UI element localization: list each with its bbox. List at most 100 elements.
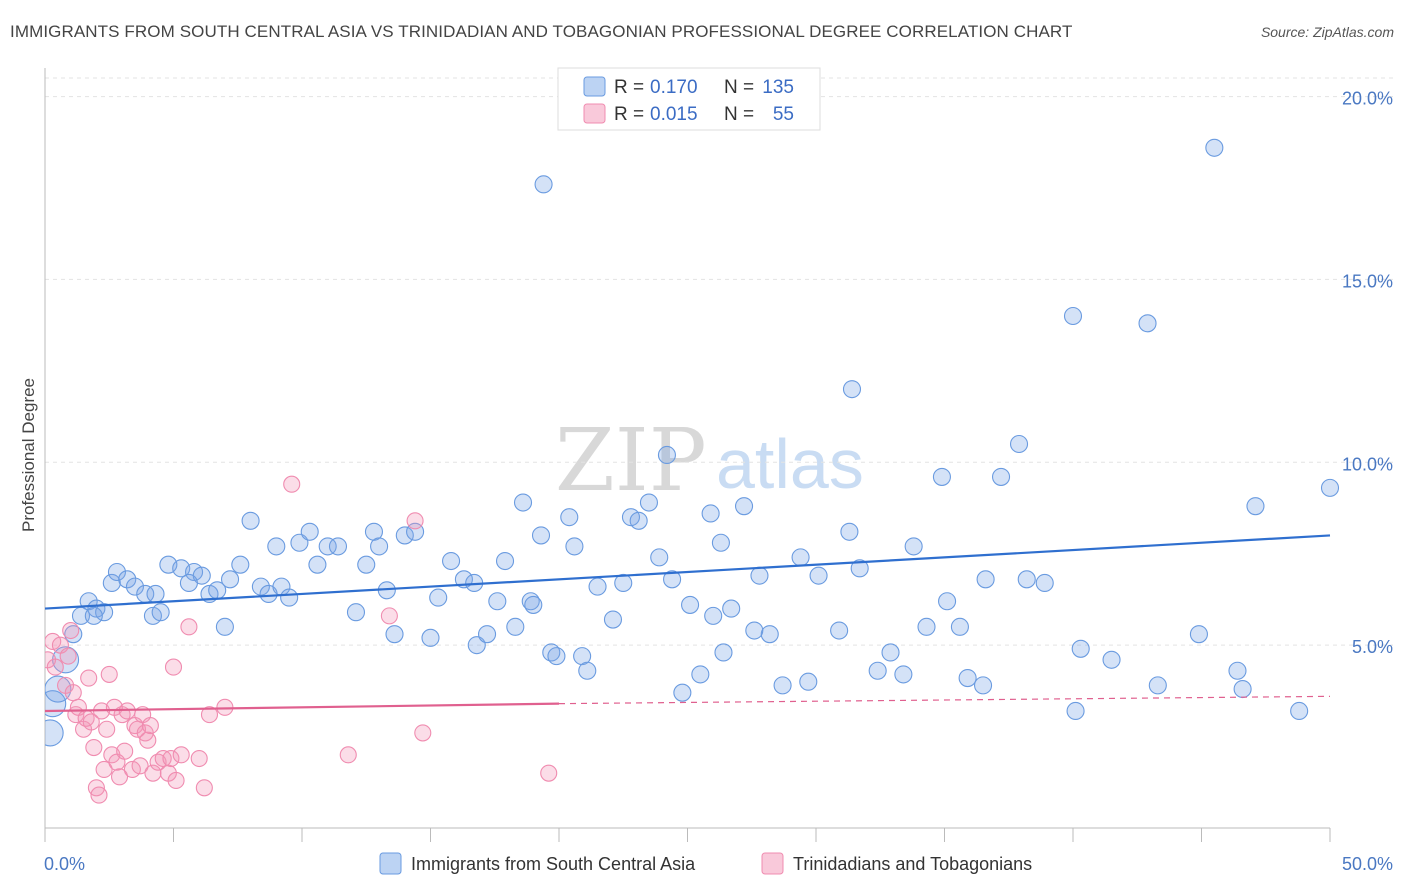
point-immigrants-55 xyxy=(495,551,515,571)
point-immigrants-80 xyxy=(714,643,733,662)
point-trinidadian-47 xyxy=(200,706,219,724)
point-trinidadian-34 xyxy=(139,731,157,749)
point-immigrants-71 xyxy=(629,511,648,530)
point-immigrants-95 xyxy=(904,537,923,556)
point-immigrants-39 xyxy=(346,603,366,622)
point-immigrants-44 xyxy=(385,625,404,644)
point-immigrants-68 xyxy=(603,610,623,629)
x-tick-min: 0.0% xyxy=(44,854,85,874)
point-immigrants-57 xyxy=(513,493,533,512)
point-trinidadian-16 xyxy=(90,786,108,804)
point-trinidadian-20 xyxy=(100,665,118,683)
point-trinidadian-40 xyxy=(162,749,180,768)
point-immigrants-60 xyxy=(531,526,551,545)
trend-line-trinidadian-extension xyxy=(558,695,1331,705)
watermark: ZIP atlas xyxy=(555,411,864,511)
legend-n-value-1: 135 xyxy=(762,77,794,98)
point-trinidadian-19 xyxy=(98,720,116,738)
legend-r-value-1: 0.170 xyxy=(650,77,698,98)
point-immigrants-126 xyxy=(1035,573,1054,593)
point-immigrants-36 xyxy=(308,555,327,574)
point-immigrants-128 xyxy=(704,606,723,625)
watermark-atlas: atlas xyxy=(716,425,864,503)
point-immigrants-129 xyxy=(745,621,764,640)
point-immigrants-100 xyxy=(958,669,977,688)
point-trinidadian-26 xyxy=(116,742,134,760)
point-immigrants-116 xyxy=(1363,553,1380,570)
point-immigrants-78 xyxy=(691,665,710,684)
point-immigrants-106 xyxy=(1071,639,1090,658)
point-immigrants-111 xyxy=(1228,661,1247,680)
point-trinidadian-51 xyxy=(380,607,398,625)
point-immigrants-108 xyxy=(1138,314,1157,333)
legend-r-value-2: 0.015 xyxy=(650,104,698,125)
point-immigrants-11 xyxy=(107,562,127,582)
y-tick-labels: 5.0% 10.0% 15.0% 20.0% xyxy=(1342,89,1393,658)
point-trinidadian-42 xyxy=(167,771,185,790)
legend-swatch-blue xyxy=(583,76,606,97)
point-immigrants-33 xyxy=(280,588,299,607)
point-immigrants-8 xyxy=(95,603,114,622)
point-trinidadian-43 xyxy=(172,746,190,764)
point-immigrants-115 xyxy=(1320,478,1340,497)
point-immigrants-28 xyxy=(241,511,260,530)
point-immigrants-83 xyxy=(750,566,769,585)
point-immigrants-38 xyxy=(328,537,348,556)
point-trinidadian-52 xyxy=(406,512,424,530)
point-trinidadian-13 xyxy=(82,713,100,731)
point-immigrants-64 xyxy=(565,537,584,556)
point-immigrants-31 xyxy=(267,537,286,556)
point-immigrants-47 xyxy=(421,628,440,647)
point-immigrants-105 xyxy=(1066,701,1085,721)
point-immigrants-113 xyxy=(1246,497,1265,516)
y-tick-label-1: 10.0% xyxy=(1342,454,1393,474)
point-immigrants-82 xyxy=(734,497,754,516)
axes xyxy=(44,68,1331,842)
chart-title: IMMIGRANTS FROM SOUTH CENTRAL ASIA VS TR… xyxy=(10,22,1073,41)
point-immigrants-85 xyxy=(773,676,792,695)
point-trinidadian-49 xyxy=(283,475,301,493)
point-immigrants-69 xyxy=(614,573,633,593)
point-immigrants-45 xyxy=(395,526,414,545)
point-immigrants-125 xyxy=(1063,306,1083,326)
source-label: Source: ZipAtlas.com xyxy=(1260,24,1394,40)
point-trinidadian-46 xyxy=(195,779,213,797)
series-legend: Immigrants from South Central Asia Trini… xyxy=(379,852,1032,875)
point-immigrants-127 xyxy=(976,570,995,589)
series-trinidadian-points xyxy=(45,475,558,804)
point-immigrants-84 xyxy=(760,625,779,644)
point-immigrants-81 xyxy=(722,599,741,618)
point-immigrants-114 xyxy=(1290,701,1309,721)
point-trinidadian-45 xyxy=(190,749,208,768)
point-immigrants-9 xyxy=(84,606,103,625)
point-immigrants-12 xyxy=(118,570,137,589)
point-immigrants-16 xyxy=(151,603,170,622)
point-immigrants-109 xyxy=(1148,676,1167,695)
point-immigrants-42 xyxy=(370,537,389,556)
point-immigrants-10 xyxy=(102,573,121,593)
point-immigrants-101 xyxy=(973,676,993,695)
point-immigrants-22 xyxy=(179,573,198,593)
point-trinidadian-7 xyxy=(64,684,82,702)
series-legend-swatch-blue xyxy=(379,852,402,875)
point-immigrants-90 xyxy=(840,522,859,541)
point-immigrants-96 xyxy=(917,617,936,636)
point-trinidadian-6 xyxy=(62,621,80,640)
point-immigrants-104 xyxy=(1017,570,1036,589)
point-immigrants-73 xyxy=(650,548,669,567)
point-trinidadian-14 xyxy=(85,738,103,757)
point-immigrants-27 xyxy=(231,555,250,574)
point-immigrants-54 xyxy=(488,592,507,611)
point-immigrants-59 xyxy=(524,595,543,614)
point-immigrants-92 xyxy=(868,661,887,680)
point-immigrants-132 xyxy=(1205,138,1224,157)
point-immigrants-124 xyxy=(842,380,862,399)
point-immigrants-117 xyxy=(1368,395,1385,412)
point-immigrants-48 xyxy=(429,588,448,607)
point-immigrants-26 xyxy=(220,570,240,589)
point-trinidadian-35 xyxy=(141,717,159,735)
point-immigrants-98 xyxy=(938,592,957,611)
point-immigrants-77 xyxy=(681,595,700,614)
point-immigrants-79 xyxy=(701,504,720,523)
